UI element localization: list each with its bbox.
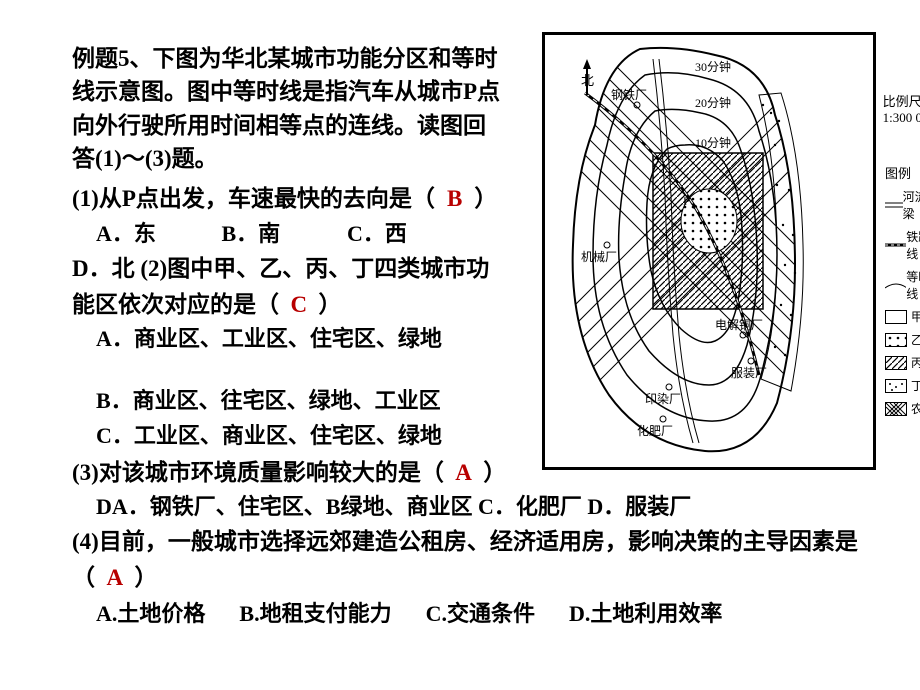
label-steel: 钢铁厂 — [611, 88, 647, 102]
q2-prefix: D．北 — [72, 256, 135, 281]
label-copper: 电解铜厂 — [715, 317, 763, 332]
page-root: P 钢铁厂 机械厂 电解铜厂 服装厂 印染厂 化肥厂 — [0, 0, 920, 690]
label-machine: 机械厂 — [581, 249, 617, 264]
q1-optB: B．南 — [222, 217, 342, 251]
q3-close: ） — [483, 460, 506, 485]
lg-iso: 等时线 — [906, 268, 920, 302]
q4-optD: D.土地利用效率 — [569, 596, 722, 628]
lg-bing: 丙 — [911, 354, 920, 371]
q1-optA: A．东 — [96, 217, 216, 251]
label-10min: 10分钟 — [695, 135, 731, 150]
label-cloth: 服装厂 — [731, 366, 767, 380]
q4-optC: C.交通条件 — [426, 596, 535, 628]
label-dye: 印染厂 — [645, 391, 681, 406]
q4-text: (4)目前，一般城市选择远郊建造公租房、经济适用房，影响决策的主导因素是（ — [72, 529, 858, 590]
scale-box: 比例尺 1:300 000 — [883, 91, 920, 126]
label-20min: 20分钟 — [695, 95, 731, 110]
lg-jia: 甲 — [911, 308, 920, 325]
q1-answer: B — [441, 181, 469, 217]
map-figure: P 钢铁厂 机械厂 电解铜厂 服装厂 印染厂 化肥厂 — [542, 32, 876, 470]
lg-rail: 铁路线 — [906, 228, 920, 262]
q4-optA: A.土地价格 — [96, 596, 205, 628]
q1-text: (1)从P点出发，车速最快的去向是（ — [72, 186, 435, 211]
question-stem: 例题5、下图为华北某城市功能分区和等时线示意图。图中等时线是指汽车从城市P点向外… — [72, 42, 502, 175]
q4-opts: A.土地价格 B.地租支付能力 C.交通条件 D.土地利用效率 — [72, 596, 890, 628]
q3-text: (3)对该城市环境质量影响较大的是（ — [72, 460, 444, 485]
q4-optB: B.地租支付能力 — [239, 596, 391, 628]
q1-close: ） — [474, 186, 497, 211]
lg-ding: 丁 — [911, 377, 920, 394]
q4: (4)目前，一般城市选择远郊建造公租房、经济适用房，影响决策的主导因素是（ A … — [72, 524, 872, 595]
q4-close: ） — [135, 565, 158, 590]
q1-optC: C．西 — [347, 217, 467, 251]
q4-answer: A — [101, 560, 129, 596]
lg-river: 河流桥梁 — [903, 188, 920, 222]
label-fert: 化肥厂 — [637, 424, 673, 438]
q3-opts: DA．钢铁厂、住宅区、B绿地、商业区 C．化肥厂 D．服装厂 — [72, 490, 896, 524]
lg-yi: 乙 — [911, 331, 920, 348]
legend-box: 图例 河流桥梁 铁路线 等时线 甲 乙 丙 丁 农田 — [885, 163, 920, 423]
north-label: 北 — [581, 73, 594, 88]
lg-farm: 农田 — [911, 400, 920, 417]
scale-label: 比例尺 — [883, 91, 920, 110]
q2-text: (2)图中甲、乙、丙、丁四类城市功能区依次对应的是（ — [72, 256, 489, 317]
q2-answer: C — [285, 287, 313, 323]
legend-title: 图例 — [885, 163, 920, 182]
label-30min: 30分钟 — [695, 59, 731, 74]
q1: (1)从P点出发，车速最快的去向是（ B ） — [72, 181, 502, 217]
q3-answer: A — [450, 455, 478, 491]
q2: D．北 (2)图中甲、乙、丙、丁四类城市功能区依次对应的是（ C ） — [72, 251, 502, 322]
scale-value: 1:300 000 — [883, 110, 920, 126]
q2-close: ） — [319, 292, 342, 317]
